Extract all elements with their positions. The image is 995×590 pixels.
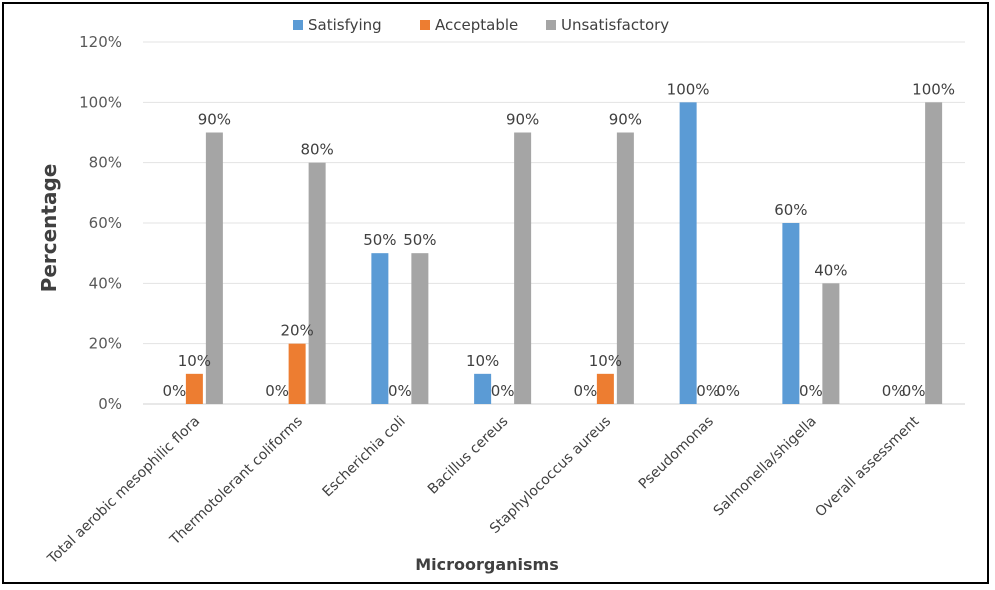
y-axis-title: Percentage [37, 164, 61, 293]
legend: Satisfying Acceptable Unsatisfactory [293, 16, 669, 34]
gridlines [143, 41, 965, 405]
y-tick-label: 80% [89, 154, 122, 172]
legend-label: Unsatisfactory [561, 16, 669, 34]
bars [185, 102, 943, 404]
bar-unsatisfactory [205, 132, 223, 404]
data-label-unsatisfactory: 90% [506, 111, 539, 129]
bar-unsatisfactory [308, 162, 326, 404]
data-label-unsatisfactory: 0% [716, 382, 740, 400]
data-label-unsatisfactory: 90% [609, 111, 642, 129]
bar-satisfying [474, 373, 492, 404]
x-category-label: Overall assessment [812, 413, 922, 520]
y-axis-ticks: 0% 20% 40% 60% 80% 100% 120% [79, 33, 122, 413]
data-labels: 0% 10% 90% 0% 20% 80% 50% 0% 50% 10% 0% 90% 0% 10% 90%… [162, 80, 955, 400]
data-label-satisfying: 50% [363, 231, 396, 249]
data-label-unsatisfactory: 40% [814, 261, 847, 279]
y-tick-label: 60% [89, 214, 122, 232]
data-label-unsatisfactory: 100% [912, 80, 955, 98]
legend-swatch [293, 20, 303, 30]
y-tick-label: 40% [89, 274, 122, 292]
bar-acceptable [185, 373, 203, 404]
x-axis-categories: Total aerobic mesophilic floraThermotole… [44, 413, 923, 568]
x-category-label: Pseudomonas [636, 413, 717, 492]
bar-satisfying [679, 102, 697, 404]
bar-unsatisfactory [925, 102, 943, 404]
legend-swatch [420, 20, 430, 30]
legend-swatch [546, 20, 556, 30]
data-label-satisfying: 0% [882, 382, 906, 400]
bar-satisfying [782, 223, 800, 404]
data-label-acceptable: 10% [589, 352, 622, 370]
y-tick-label: 20% [89, 335, 122, 353]
x-category-label: Staphylococcus aureus [487, 413, 614, 537]
x-category-label: Bacillus cereus [425, 413, 511, 497]
legend-label: Satisfying [308, 16, 382, 34]
y-tick-label: 120% [79, 33, 122, 51]
data-label-satisfying: 0% [573, 382, 597, 400]
data-label-acceptable: 0% [491, 382, 515, 400]
data-label-satisfying: 60% [774, 201, 807, 219]
bar-acceptable [288, 343, 306, 404]
data-label-acceptable: 0% [696, 382, 720, 400]
data-label-unsatisfactory: 80% [300, 141, 333, 159]
bar-unsatisfactory [514, 132, 532, 404]
y-tick-label: 100% [79, 93, 122, 111]
bar-acceptable [596, 373, 614, 404]
legend-item-satisfying: Satisfying [293, 16, 382, 34]
data-label-satisfying: 100% [667, 80, 710, 98]
data-label-unsatisfactory: 50% [403, 231, 436, 249]
bar-unsatisfactory [616, 132, 634, 404]
bar-unsatisfactory [411, 253, 429, 404]
data-label-acceptable: 0% [902, 382, 926, 400]
data-label-acceptable: 20% [280, 322, 313, 340]
y-tick-label: 0% [98, 395, 122, 413]
data-label-satisfying: 10% [466, 352, 499, 370]
legend-item-unsatisfactory: Unsatisfactory [546, 16, 669, 34]
data-label-satisfying: 0% [162, 382, 186, 400]
x-category-label: Escherichia coli [319, 413, 408, 500]
data-label-acceptable: 10% [178, 352, 211, 370]
data-label-unsatisfactory: 90% [198, 111, 231, 129]
data-label-acceptable: 0% [388, 382, 412, 400]
legend-item-acceptable: Acceptable [420, 16, 518, 34]
data-label-acceptable: 0% [799, 382, 823, 400]
x-category-label: Salmonella/shigella [711, 413, 820, 519]
data-label-satisfying: 0% [265, 382, 289, 400]
bar-unsatisfactory [822, 283, 840, 404]
legend-label: Acceptable [435, 16, 518, 34]
bar-satisfying [371, 253, 389, 404]
x-axis-title: Microorganisms [415, 555, 559, 574]
